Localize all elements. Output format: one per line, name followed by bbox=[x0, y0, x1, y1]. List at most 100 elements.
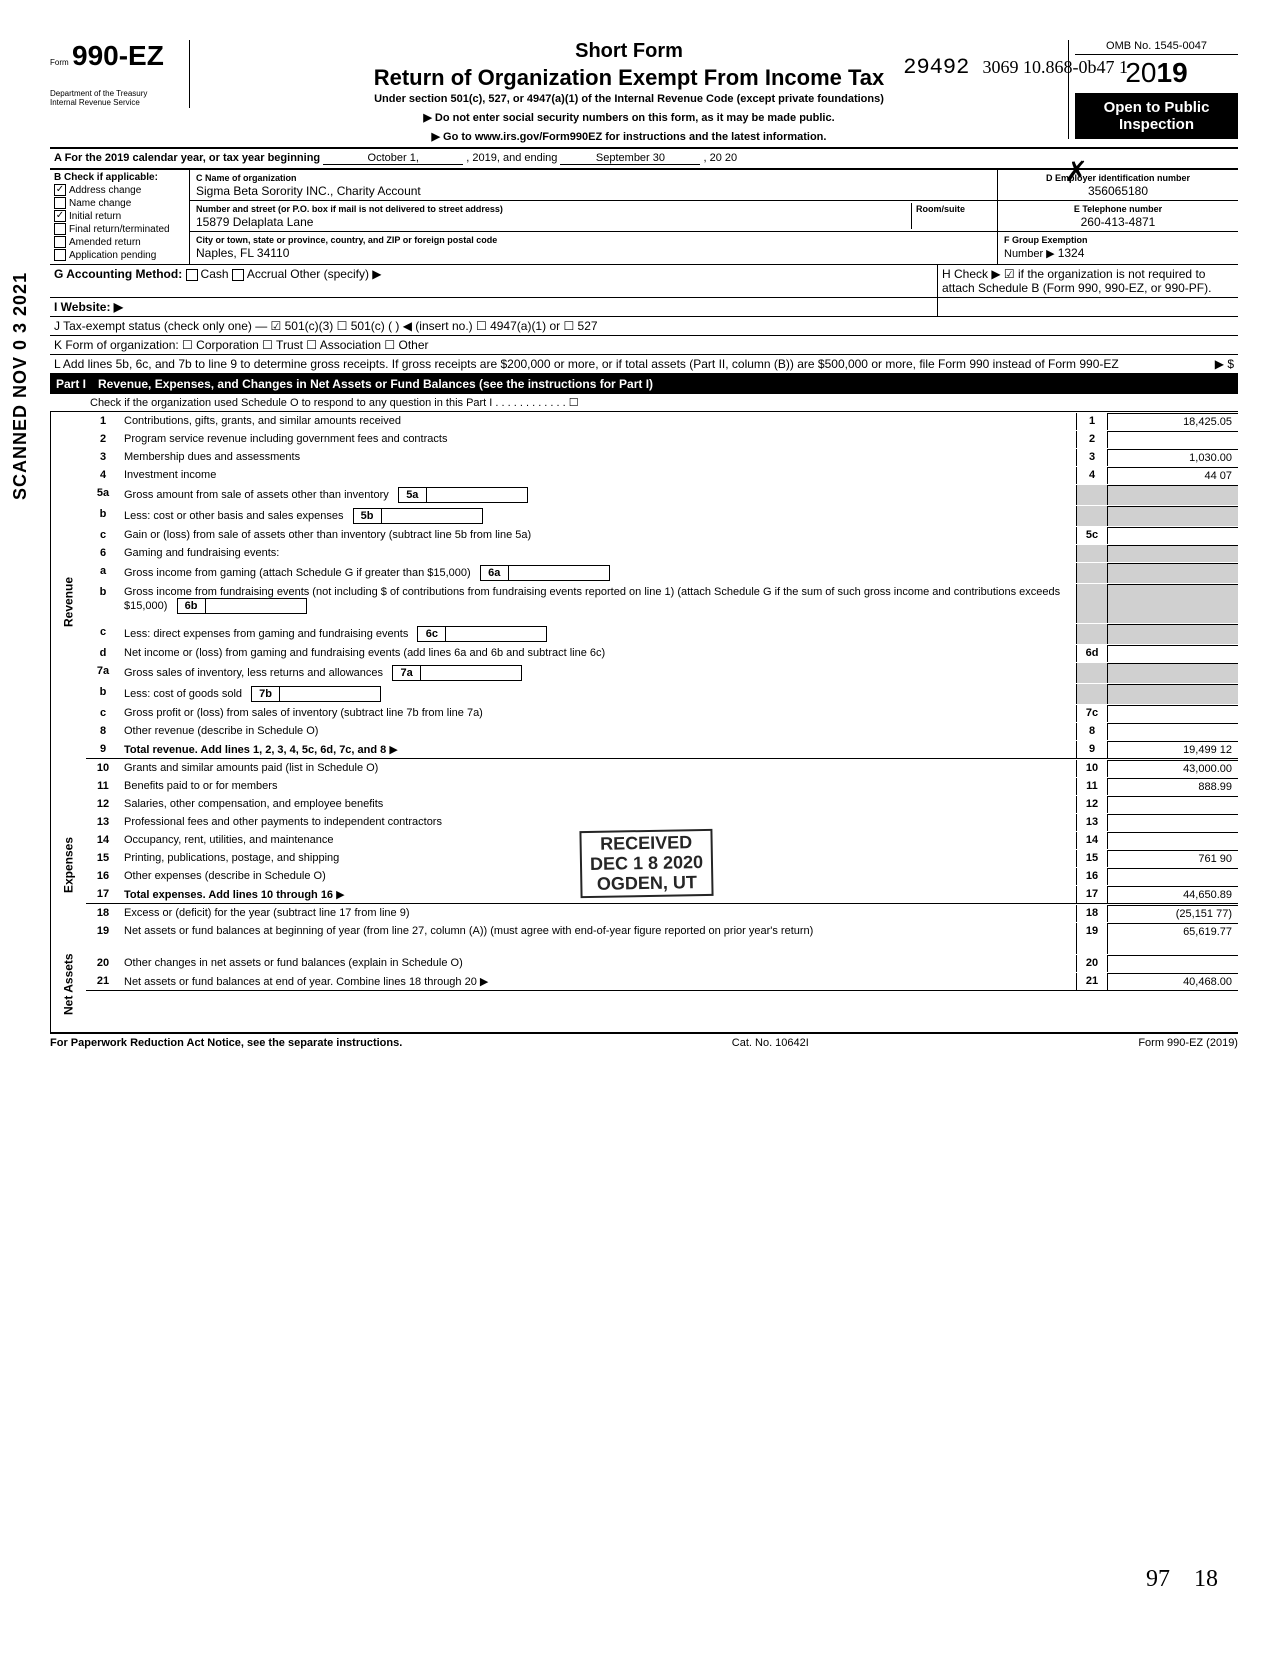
form-id-block: Form 990-EZ Department of the Treasury I… bbox=[50, 40, 190, 108]
financial-grid: Revenue Expenses Net Assets 1 Contributi… bbox=[50, 412, 1238, 1032]
row-gh: G Accounting Method: Cash Accrual Other … bbox=[50, 265, 1238, 298]
line-21: 21 Net assets or fund balances at end of… bbox=[86, 972, 1238, 991]
line-5a: 5a Gross amount from sale of assets othe… bbox=[86, 484, 1238, 505]
part1-label: Part I bbox=[56, 377, 98, 391]
l-arrow: ▶ $ bbox=[1215, 357, 1234, 371]
amt-15: 761 90 bbox=[1108, 850, 1238, 867]
tax-exempt-status: J Tax-exempt status (check only one) — ☑… bbox=[50, 317, 1238, 335]
f-label: F Group Exemption bbox=[1004, 235, 1088, 245]
line-10: 10 Grants and similar amounts paid (list… bbox=[86, 759, 1238, 777]
netassets-label: Net Assets bbox=[50, 937, 86, 1032]
line-7c: c Gross profit or (loss) from sales of i… bbox=[86, 704, 1238, 722]
line-5c: c Gain or (loss) from sale of assets oth… bbox=[86, 526, 1238, 544]
org-info-block: B Check if applicable: ✓Address change N… bbox=[50, 169, 1238, 265]
amt-11: 888.99 bbox=[1108, 778, 1238, 795]
line-5b: b Less: cost or other basis and sales ex… bbox=[86, 505, 1238, 526]
group-exemption: 1324 bbox=[1058, 246, 1085, 260]
org-name: Sigma Beta Sorority INC., Charity Accoun… bbox=[196, 184, 421, 198]
line-4: 4 Investment income 4 44 07 bbox=[86, 466, 1238, 484]
instruction-2: ▶ Go to www.irs.gov/Form990EZ for instru… bbox=[200, 130, 1058, 143]
tax-year-end: September 30 bbox=[560, 152, 700, 165]
corner-hand: 97 18 bbox=[1146, 1566, 1218, 1593]
part1-title: Revenue, Expenses, and Changes in Net As… bbox=[98, 377, 1232, 391]
signature-mark: ✗ bbox=[1065, 155, 1088, 189]
form-number: 990-EZ bbox=[72, 40, 164, 71]
amt-4: 44 07 bbox=[1108, 467, 1238, 484]
subtitle: Under section 501(c), 527, or 4947(a)(1)… bbox=[200, 93, 1058, 105]
website-label: I Website: ▶ bbox=[54, 300, 123, 314]
scan-stamp: SCANNED NOV 0 3 2021 bbox=[10, 272, 31, 500]
tax-year-begin: October 1, bbox=[323, 152, 463, 165]
c-label: C Name of organization bbox=[196, 173, 297, 183]
checkbox-amended[interactable] bbox=[54, 236, 66, 248]
line-a-label: A For the 2019 calendar year, or tax yea… bbox=[54, 152, 320, 164]
revenue-label: Revenue bbox=[50, 412, 86, 792]
part1-check: Check if the organization used Schedule … bbox=[50, 394, 1238, 412]
row-l: L Add lines 5b, 6c, and 7b to line 9 to … bbox=[50, 355, 1238, 374]
line-11: 11 Benefits paid to or for members 11 88… bbox=[86, 777, 1238, 795]
checkbox-accrual[interactable] bbox=[232, 269, 244, 281]
stamped-number: 29492 bbox=[903, 55, 969, 80]
telephone: 260-413-4871 bbox=[1081, 215, 1156, 229]
part1-header: Part I Revenue, Expenses, and Changes in… bbox=[50, 374, 1238, 394]
line-20: 20 Other changes in net assets or fund b… bbox=[86, 954, 1238, 972]
section-g: G Accounting Method: Cash Accrual Other … bbox=[50, 265, 938, 297]
checkbox-name-change[interactable] bbox=[54, 197, 66, 209]
amt-17: 44,650.89 bbox=[1108, 886, 1238, 903]
handwritten-note: 3069 10.868-0b47 1 bbox=[983, 57, 1129, 77]
line-2: 2 Program service revenue including gove… bbox=[86, 430, 1238, 448]
checkbox-address-change[interactable]: ✓ bbox=[54, 184, 66, 196]
amt-3: 1,030.00 bbox=[1108, 449, 1238, 466]
row-j: J Tax-exempt status (check only one) — ☑… bbox=[50, 317, 1238, 336]
line-6c: c Less: direct expenses from gaming and … bbox=[86, 623, 1238, 644]
line-6d: d Net income or (loss) from gaming and f… bbox=[86, 644, 1238, 662]
checkbox-cash[interactable] bbox=[186, 269, 198, 281]
form-footer: For Paperwork Reduction Act Notice, see … bbox=[50, 1032, 1238, 1049]
line-8: 8 Other revenue (describe in Schedule O)… bbox=[86, 722, 1238, 740]
open-public-badge: Open to Public Inspection bbox=[1075, 93, 1238, 139]
line-1: 1 Contributions, gifts, grants, and simi… bbox=[86, 412, 1238, 430]
amt-21: 40,468.00 bbox=[1108, 973, 1238, 990]
amt-18: (25,151 77) bbox=[1108, 905, 1238, 922]
line-a: A For the 2019 calendar year, or tax yea… bbox=[50, 149, 1238, 169]
line-19: 19 Net assets or fund balances at beginn… bbox=[86, 922, 1238, 954]
line-6b: b Gross income from fundraising events (… bbox=[86, 583, 1238, 623]
footer-cat: Cat. No. 10642I bbox=[732, 1037, 809, 1049]
checkbox-initial-return[interactable]: ✓ bbox=[54, 210, 66, 222]
section-h: H Check ▶ ☑ if the organization is not r… bbox=[938, 265, 1238, 297]
row-i: I Website: ▶ bbox=[50, 298, 1238, 317]
section-def: D Employer identification number 3560651… bbox=[998, 170, 1238, 264]
line-9: 9 Total revenue. Add lines 1, 2, 3, 4, 5… bbox=[86, 740, 1238, 759]
form-of-org: K Form of organization: ☐ Corporation ☐ … bbox=[50, 336, 1238, 354]
received-stamp: RECEIVED DEC 1 8 2020 OGDEN, UT bbox=[579, 829, 713, 899]
addr-label: Number and street (or P.O. box if mail i… bbox=[196, 204, 503, 214]
city-label: City or town, state or province, country… bbox=[196, 235, 497, 245]
line-7b: b Less: cost of goods sold 7b bbox=[86, 683, 1238, 704]
line-13: 13 Professional fees and other payments … bbox=[86, 813, 1238, 831]
dept-irs: Internal Revenue Service bbox=[50, 99, 183, 108]
org-city: Naples, FL 34110 bbox=[196, 246, 289, 260]
checkbox-final-return[interactable] bbox=[54, 223, 66, 235]
top-right-number: 29492 3069 10.868-0b47 1 bbox=[903, 55, 1128, 80]
amt-1: 18,425.05 bbox=[1108, 413, 1238, 430]
amt-10: 43,000.00 bbox=[1108, 760, 1238, 777]
footer-right: Form 990-EZ (2019) bbox=[1138, 1037, 1238, 1049]
h-text: H Check ▶ ☑ if the organization is not r… bbox=[942, 267, 1211, 295]
line-6a: a Gross income from gaming (attach Sched… bbox=[86, 562, 1238, 583]
line-7a: 7a Gross sales of inventory, less return… bbox=[86, 662, 1238, 683]
section-c: C Name of organization Sigma Beta Sorori… bbox=[190, 170, 998, 264]
room-label: Room/suite bbox=[916, 204, 965, 214]
amt-19: 65,619.77 bbox=[1108, 923, 1238, 954]
b-header: B Check if applicable: bbox=[54, 172, 185, 183]
amt-9: 19,499 12 bbox=[1108, 741, 1238, 758]
l-text: L Add lines 5b, 6c, and 7b to line 9 to … bbox=[54, 357, 1119, 371]
e-label: E Telephone number bbox=[1074, 204, 1162, 214]
line-18: 18 Excess or (deficit) for the year (sub… bbox=[86, 904, 1238, 922]
section-b: B Check if applicable: ✓Address change N… bbox=[50, 170, 190, 264]
line-6: 6 Gaming and fundraising events: bbox=[86, 544, 1238, 562]
line-12: 12 Salaries, other compensation, and emp… bbox=[86, 795, 1238, 813]
expenses-label: Expenses bbox=[50, 792, 86, 937]
checkbox-app-pending[interactable] bbox=[54, 249, 66, 261]
ein: 356065180 bbox=[1088, 184, 1148, 198]
row-k: K Form of organization: ☐ Corporation ☐ … bbox=[50, 336, 1238, 355]
